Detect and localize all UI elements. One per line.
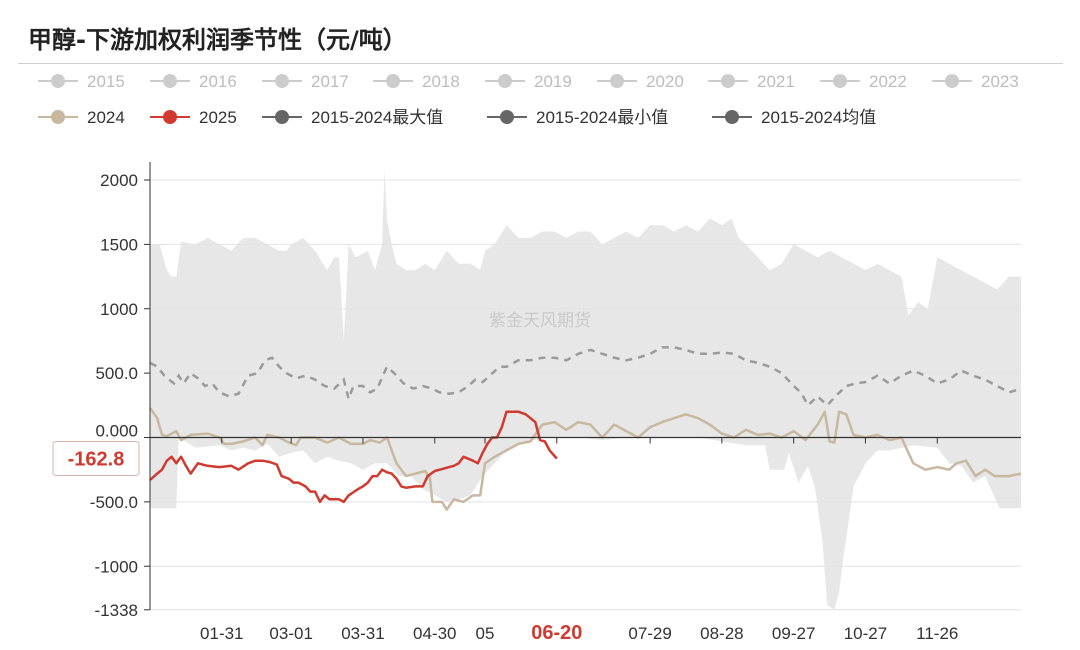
axes: 2000 1500 1000 500.0 0.000 -500.0 -1000 -1338 01… [90,162,1021,644]
legend-item-2023[interactable]: 2023 [932,72,1019,91]
x-tick-label: 04-30 [413,624,456,643]
legend-item-2021[interactable]: 2021 [708,72,795,91]
legend-label: 2023 [981,72,1019,91]
x-tick-label-highlight: 06-20 [531,622,582,644]
x-tick-label: 08-28 [700,624,743,643]
legend-item-2020[interactable]: 2020 [597,72,684,91]
legend-marker [610,74,624,88]
y-tick-label: -1000 [95,557,138,576]
y-tick-label: 1500 [100,235,138,254]
legend-marker [386,74,400,88]
legend-item-2025[interactable]: 2025 [150,108,237,127]
legend-item-2017[interactable]: 2017 [262,72,349,91]
legend-item-2018[interactable]: 2018 [373,72,460,91]
legend-marker [51,74,65,88]
legend-item-2015-2024均值[interactable]: 2015-2024均值 [712,108,876,127]
pointer-label: -162.8 [68,448,125,470]
legend-label: 2015-2024最小值 [536,108,668,127]
legend-label: 2021 [757,72,795,91]
legend-item-2019[interactable]: 2019 [485,72,572,91]
watermark-text: 紫金天风期货 [489,311,591,330]
x-tick-label: 07-29 [628,624,671,643]
chart-title: 甲醇-下游加权利润季节性（元/吨） [28,26,407,54]
legend-label: 2017 [311,72,349,91]
x-tick-label: 03-31 [341,624,384,643]
x-tick-label: 05 [476,624,495,643]
legend-item-2022[interactable]: 2022 [820,72,907,91]
legend-marker [725,110,739,124]
y-tick-label: 500.0 [95,364,138,383]
legend-marker [163,110,177,124]
legend-label: 2016 [199,72,237,91]
legend-item-2015[interactable]: 2015 [38,72,125,91]
legend-marker [498,74,512,88]
y-tick-label: 2000 [100,171,138,190]
legend[interactable]: 2015 2016 2017 2018 2019 2020 2021 2022 2023 2024… [38,72,1019,127]
series-mean-line [149,346,1022,408]
legend-marker [833,74,847,88]
legend-item-2024[interactable]: 2024 [38,108,125,127]
legend-label: 2022 [869,72,907,91]
x-tick-label: 09-27 [772,624,815,643]
grid-lines [150,179,1021,611]
series-2025-line [149,410,558,504]
legend-item-2015-2024最大值[interactable]: 2015-2024最大值 [262,108,443,127]
legend-marker [500,110,514,124]
legend-label: 2018 [422,72,460,91]
band-max-area [150,169,1021,438]
legend-marker [275,74,289,88]
legend-label: 2020 [646,72,684,91]
value-pointer: -162.8 [52,440,140,476]
band-min-area [150,433,1021,610]
legend-marker [275,110,289,124]
legend-marker [721,74,735,88]
y-tick-label: 1000 [100,300,138,319]
pointer-box [52,440,140,476]
legend-marker [163,74,177,88]
legend-marker [51,110,65,124]
legend-label: 2015-2024均值 [761,108,876,127]
legend-item-2015-2024最小值[interactable]: 2015-2024最小值 [487,108,668,127]
legend-label: 2024 [87,108,125,127]
title-divider [18,63,1063,64]
x-tick-label: 11-26 [916,624,958,643]
legend-label: 2025 [199,108,237,127]
x-tick-label: 01-31 [200,624,243,643]
y-tick-label: -1338 [95,601,138,620]
legend-item-2016[interactable]: 2016 [150,72,237,91]
legend-label: 2015 [87,72,125,91]
min-max-band [150,169,1021,610]
y-tick-label: 0.000 [95,422,138,441]
x-tick-label: 10-27 [844,624,887,643]
legend-label: 2019 [534,72,572,91]
x-tick-label: 03-01 [269,624,312,643]
y-tick-label: -500.0 [90,493,138,512]
legend-marker [945,74,959,88]
legend-label: 2015-2024最大值 [311,108,443,127]
